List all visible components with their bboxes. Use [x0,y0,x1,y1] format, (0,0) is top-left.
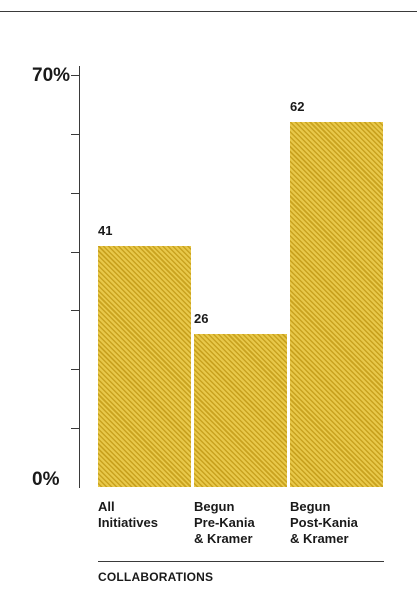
bar [194,334,287,487]
x-axis-category-label: Begun Post-Kania & Kramer [290,499,358,546]
x-axis-title-rule [98,561,384,562]
top-rule [0,11,417,12]
bar-value-label: 41 [98,223,113,238]
y-axis-min-label: 0% [32,469,60,490]
x-axis-title: COLLABORATIONS [98,570,214,584]
bar [98,246,191,487]
y-axis-tick [71,193,79,194]
x-axis-category-label: All Initiatives [98,499,158,530]
y-axis-tick [71,428,79,429]
y-axis-tick [71,134,79,135]
bar [290,122,383,487]
y-axis-max-label: 70% [32,65,71,86]
y-axis-tick [71,252,79,253]
y-axis-tick [71,310,79,311]
y-axis-tick [71,75,79,76]
x-axis-category-label: Begun Pre-Kania & Kramer [194,499,255,546]
y-axis-tick [71,369,79,370]
bar-value-label: 26 [194,311,209,326]
bar-value-label: 62 [290,99,305,114]
y-axis-line [79,66,80,488]
